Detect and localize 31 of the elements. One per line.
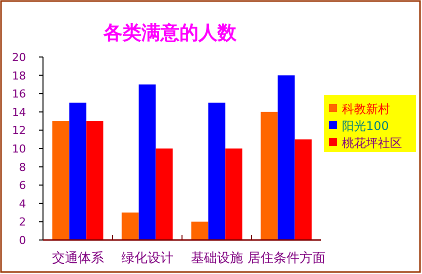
bar (208, 102, 226, 240)
x-tick-label: 基础设施 (190, 251, 243, 266)
bar (278, 75, 295, 240)
y-tick-label: 12 (12, 124, 26, 138)
legend-label: 桃花坪社区 (342, 136, 402, 150)
x-tick-label: 绿化设计 (121, 251, 174, 266)
y-tick-label: 0 (19, 234, 26, 247)
y-tick-label: 10 (12, 142, 26, 156)
y-tick-label: 20 (12, 51, 26, 64)
x-tick-label: 居住条件方面 (247, 250, 326, 266)
y-tick-label: 4 (19, 197, 26, 210)
bar (260, 112, 278, 240)
bar (52, 121, 70, 240)
bar (86, 121, 104, 240)
bar (191, 222, 208, 240)
y-tick-label: 16 (12, 88, 26, 101)
bar (294, 139, 312, 240)
bar (122, 212, 139, 240)
bar (225, 148, 242, 240)
y-tick-label: 14 (12, 106, 26, 119)
bar (156, 148, 173, 240)
bar (138, 84, 156, 240)
y-tick-label: 18 (12, 69, 26, 82)
legend-label: 阳光100 (342, 119, 389, 133)
x-tick-label: 交通体系 (52, 250, 104, 266)
y-tick-label: 8 (19, 160, 26, 174)
y-tick-label: 6 (19, 179, 26, 192)
legend-label: 科教新村 (342, 102, 390, 116)
chart-title: 各类满意的人数 (102, 22, 238, 44)
bar (69, 102, 86, 240)
y-tick-label: 2 (19, 216, 26, 229)
